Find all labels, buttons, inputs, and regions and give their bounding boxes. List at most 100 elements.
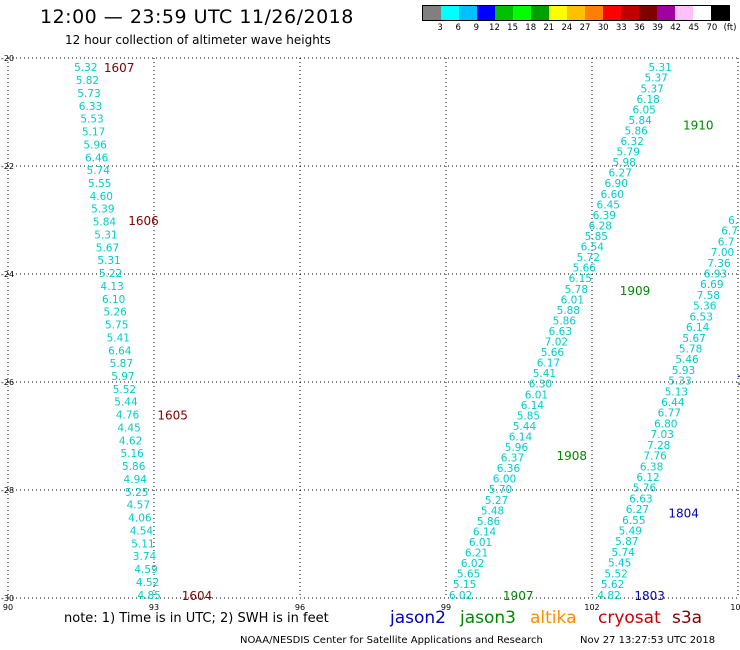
legend-swatch <box>513 6 531 20</box>
wave-height-label: 5.87 <box>615 536 638 548</box>
wave-height-label: 6.14 <box>473 526 497 538</box>
pass-time-label: 1605 <box>157 408 188 422</box>
wave-height-label: 5.70 <box>489 484 512 496</box>
wave-height-label: 5.66 <box>541 347 565 359</box>
pass-time-label: 1803 <box>634 589 665 603</box>
wave-height-label: 5.17 <box>82 127 105 139</box>
wave-height-label: 7.76 <box>643 451 667 463</box>
wave-height-label: 5.85 <box>517 410 540 422</box>
wave-height-label: 6.63 <box>549 326 572 338</box>
x-tick-label: 93 <box>149 603 159 612</box>
wave-height-label: 6.45 <box>597 199 620 211</box>
wave-height-label: 6.77 <box>658 408 681 420</box>
credit-line: NOAA/NESDIS Center for Satellite Applica… <box>240 635 543 646</box>
legend-label: 12 <box>489 23 500 33</box>
wave-height-label: 5.73 <box>77 88 100 100</box>
wave-height-label: 7.36 <box>707 258 731 270</box>
legend-label: 21 <box>543 23 555 33</box>
legend-label: 6 <box>455 23 461 33</box>
wave-height-label: 6.28 <box>589 220 612 232</box>
pass-time-label: 1908 <box>556 449 587 463</box>
wave-height-label: 6.90 <box>605 178 628 190</box>
wave-height-label: 6.69 <box>700 279 723 291</box>
wave-height-label: 6.60 <box>601 189 624 201</box>
wave-height-label: 6.32 <box>621 136 644 148</box>
wave-height-label: 7.03 <box>651 429 674 441</box>
wave-height-label: 6.01 <box>525 389 548 401</box>
color-scale-swatches <box>422 5 730 21</box>
legend-swatch <box>531 6 549 20</box>
wave-height-label: 5.16 <box>120 448 144 460</box>
wave-height-label: 5.76 <box>633 483 657 495</box>
wave-height-label: 5.55 <box>88 178 111 190</box>
legend-swatch <box>603 6 621 20</box>
satellite-label-jason3: jason3 <box>460 608 516 628</box>
pass-time-label: 1607 <box>104 61 135 75</box>
legend-label: (ft) <box>723 23 737 33</box>
legend-swatch <box>711 6 729 20</box>
wave-height-label: 5.65 <box>457 569 480 581</box>
wave-height-label: 5.41 <box>533 368 556 380</box>
wave-height-label: 5.31 <box>94 229 117 241</box>
wave-height-label: 5.96 <box>505 442 529 454</box>
wave-height-label: 5.66 <box>573 263 597 275</box>
wave-height-label: 6.27 <box>609 168 632 180</box>
wave-height-label: 7.58 <box>697 290 720 302</box>
wave-height-label: 4.60 <box>90 191 113 203</box>
wave-height-label: 4.06 <box>128 513 152 525</box>
wave-height-label: 4.52 <box>136 577 159 589</box>
wave-height-label: 5.46 <box>675 354 699 366</box>
wave-height-label: 4.57 <box>127 500 150 512</box>
wave-height-label: 5.52 <box>113 384 136 396</box>
wave-height-label: 4.94 <box>124 474 148 486</box>
y-tick-label: -24 <box>1 270 14 279</box>
wave-height-label: 4.82 <box>597 590 620 602</box>
legend-swatch <box>567 6 585 20</box>
wave-height-label: 6.14 <box>509 431 533 443</box>
wave-height-label: 6.27 <box>626 504 649 516</box>
wave-height-label: 5.62 <box>601 579 624 591</box>
y-tick-label: -28 <box>1 486 14 495</box>
wave-height-label: 5.15 <box>453 579 476 591</box>
generated-timestamp: Nov 27 13:27:53 UTC 2018 <box>580 635 716 646</box>
wave-height-label: 6.64 <box>108 345 132 357</box>
wave-height-label: 4.62 <box>119 435 142 447</box>
footnote: note: 1) Time is in UTC; 2) SWH is in fe… <box>64 611 329 626</box>
wave-height-label: 5.31 <box>648 62 671 74</box>
legend-swatch <box>693 6 711 20</box>
legend-swatch <box>621 6 639 20</box>
wave-height-label: 5.97 <box>111 371 134 383</box>
wave-height-label: 6.30 <box>529 379 552 391</box>
wave-height-label: 5.86 <box>477 516 501 528</box>
y-tick-label: -30 <box>1 594 14 603</box>
legend-label: 36 <box>633 23 645 33</box>
wave-height-label: 3.74 <box>133 551 157 563</box>
wave-height-label: 5.25 <box>125 487 148 499</box>
wave-height-label: 6.12 <box>636 472 659 484</box>
wave-height-label: 6.93 <box>704 269 727 281</box>
wave-height-label: 4.59 <box>134 564 157 576</box>
wave-height-label: 7.02 <box>545 337 568 349</box>
x-tick-label: 105 <box>730 603 740 612</box>
legend-swatch <box>549 6 567 20</box>
wave-height-label: 6.21 <box>465 548 488 560</box>
wave-height-label: 5.44 <box>114 397 138 409</box>
x-tick-label: 102 <box>584 603 599 612</box>
pass-time-label: 1604 <box>182 589 213 603</box>
legend-label: 45 <box>688 23 700 33</box>
wave-height-label: 5.84 <box>628 115 652 127</box>
wave-height-label: 6.44 <box>661 397 685 409</box>
wave-height-label: 6.38 <box>640 461 663 473</box>
wave-height-label: 6.18 <box>636 94 659 106</box>
wave-height-label: 4.13 <box>100 281 123 293</box>
wave-height-label: 5.36 <box>693 301 717 313</box>
legend-label: 9 <box>473 23 480 33</box>
y-tick-label: -22 <box>1 162 14 171</box>
pass-time-label: 1910 <box>683 118 714 132</box>
wave-height-label: 6.10 <box>102 294 125 306</box>
wave-height-label: 5.96 <box>83 139 107 151</box>
wave-height-label: 6.37 <box>501 453 524 465</box>
wave-height-label: 6.55 <box>622 515 645 527</box>
legend-swatch <box>657 6 675 20</box>
